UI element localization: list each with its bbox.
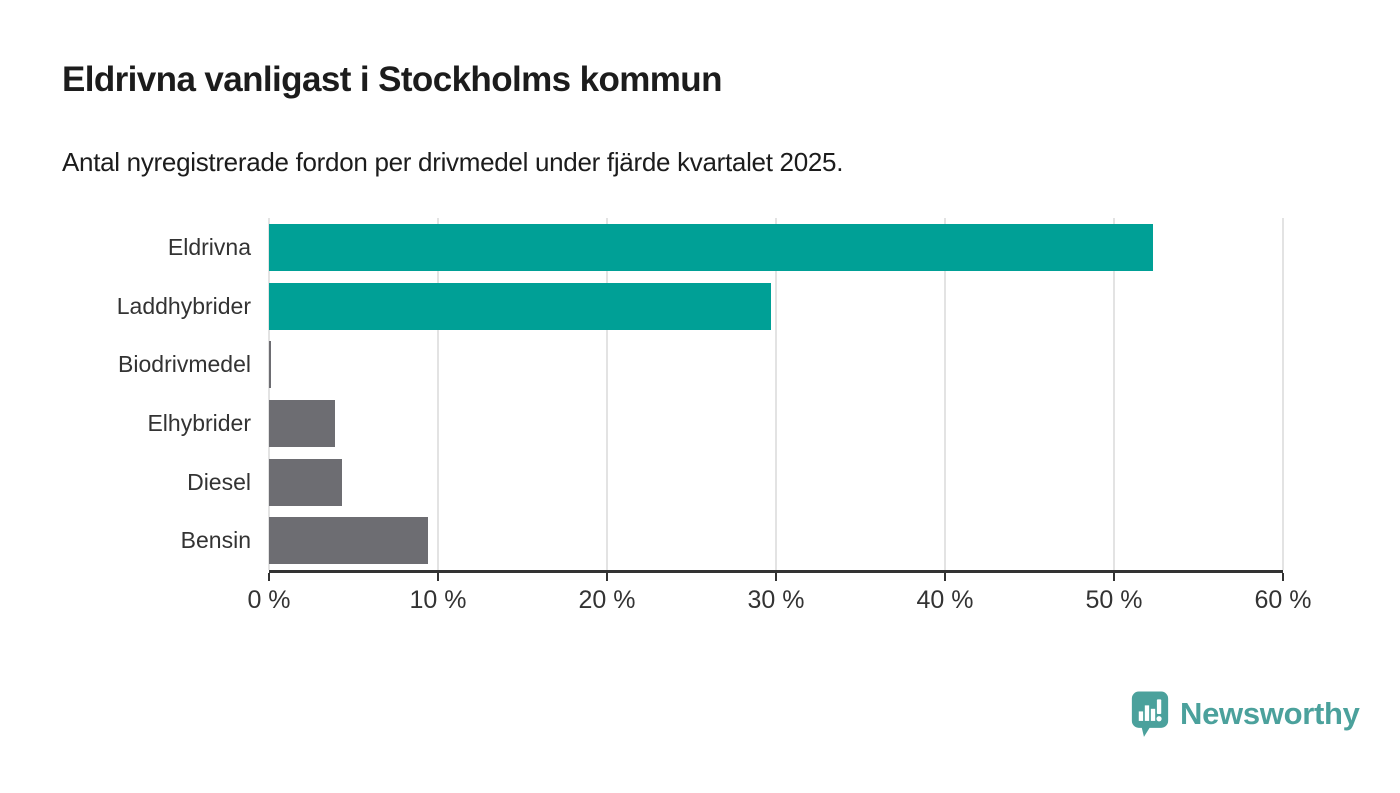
- x-axis-line: [269, 570, 1283, 573]
- bar-row: Laddhybrider: [117, 277, 1283, 336]
- gridline: [944, 218, 946, 570]
- bar-rows: Eldrivna Laddhybrider Biodrivmedel Elhybrid…: [117, 218, 1283, 570]
- x-axis-tick: [944, 573, 946, 581]
- category-label: Elhybrider: [147, 409, 251, 436]
- x-tick-label: 50 %: [1085, 586, 1143, 614]
- category-label: Eldrivna: [167, 233, 251, 260]
- gridline: [437, 218, 439, 570]
- gridline: [606, 218, 608, 570]
- bar-eldrivna: [269, 223, 1153, 271]
- bar-row: Bensin: [181, 511, 1283, 570]
- newsworthy-logo[interactable]: Newsworthy: [1131, 690, 1360, 738]
- x-tick-label: 60 %: [1254, 586, 1312, 614]
- bar-laddhybrider: [269, 282, 771, 330]
- x-tick-label: 20 %: [578, 586, 636, 614]
- x-tick-label: 40 %: [916, 586, 974, 614]
- gridline: [1113, 218, 1115, 570]
- category-label: Biodrivmedel: [118, 351, 251, 378]
- newsworthy-logo-text: Newsworthy: [1180, 696, 1360, 731]
- bar-elhybrider: [269, 399, 335, 447]
- bar-diesel: [269, 458, 342, 506]
- category-label: Bensin: [180, 527, 251, 554]
- bar-row: Biodrivmedel: [118, 335, 1283, 394]
- x-tick-label: 10 %: [409, 586, 467, 614]
- bar-biodrivmedel: [269, 341, 271, 389]
- x-tick-label: 30 %: [747, 586, 805, 614]
- x-axis-tick: [775, 573, 777, 581]
- x-axis-tick: [606, 573, 608, 581]
- newsworthy-logo-icon: [1131, 691, 1169, 737]
- x-axis-tick: [268, 573, 270, 581]
- x-tick-label: 0 %: [247, 586, 291, 614]
- category-label: Laddhybrider: [116, 292, 251, 319]
- bar-row: Eldrivna: [168, 218, 1283, 277]
- bar-row: Elhybrider: [147, 394, 1283, 453]
- chart-title: Eldrivna vanligast i Stockholms kommun: [62, 60, 722, 99]
- gridline: [1282, 218, 1284, 570]
- gridline: [268, 218, 270, 570]
- bar-bensin: [269, 517, 428, 565]
- bar-row: Diesel: [187, 453, 1283, 512]
- x-axis-tick: [437, 573, 439, 581]
- bar-chart-plot-area: Eldrivna Laddhybrider Biodrivmedel Elhybrid…: [117, 218, 1311, 614]
- x-axis-tick: [1113, 573, 1115, 581]
- category-label: Diesel: [187, 468, 251, 495]
- chart-subtitle: Antal nyregistrerade fordon per drivmede…: [62, 147, 844, 177]
- gridline: [775, 218, 777, 570]
- x-axis-tick: [1282, 573, 1284, 581]
